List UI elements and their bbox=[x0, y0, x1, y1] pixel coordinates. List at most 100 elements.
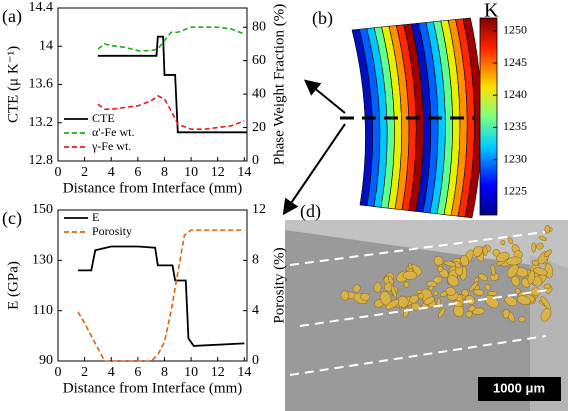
x-axis-label: Distance from Interface (mm) bbox=[63, 180, 243, 196]
y2-axis-label: Phase Weight Fraction (%) bbox=[271, 4, 287, 165]
pore bbox=[544, 225, 551, 234]
pore bbox=[468, 305, 476, 312]
scale-bar bbox=[478, 377, 561, 401]
x-tick-label: 6 bbox=[134, 365, 141, 380]
y2-tick-label: 0 bbox=[252, 353, 259, 368]
scale-bar-label: 1000 μm bbox=[493, 380, 545, 395]
pore bbox=[432, 276, 443, 284]
y-tick-label: 110 bbox=[33, 303, 53, 318]
legend-label: CTE bbox=[92, 111, 115, 125]
y2-tick-label: 8 bbox=[252, 253, 259, 268]
x-tick-label: 6 bbox=[134, 165, 141, 180]
y-tick-label: 13.6 bbox=[29, 77, 54, 92]
panel-label: (b) bbox=[312, 8, 333, 29]
pore bbox=[527, 270, 536, 285]
pore bbox=[397, 296, 409, 308]
colorbar-tick-label: 1230 bbox=[503, 151, 527, 165]
y2-tick-label: 60 bbox=[252, 53, 266, 68]
x-tick-label: 4 bbox=[108, 165, 115, 180]
pore bbox=[461, 289, 469, 297]
x-tick-label: 10 bbox=[184, 165, 198, 180]
chart: 0 2 4 6 8 10 12 14 12.8 13.2 13.6 14 14.4 0 20 40 60 80 Di… bbox=[2, 0, 287, 196]
pore bbox=[340, 290, 349, 301]
pore bbox=[472, 307, 485, 315]
y-tick-label: 12.8 bbox=[29, 153, 54, 168]
y-tick-label: 13.2 bbox=[29, 115, 54, 130]
series-line bbox=[77, 245, 245, 347]
y2-tick-label: 12 bbox=[252, 202, 266, 217]
series-line bbox=[77, 229, 245, 362]
panel-label: (a) bbox=[2, 6, 22, 27]
pore bbox=[417, 293, 424, 300]
pore bbox=[436, 297, 441, 310]
pore bbox=[387, 275, 394, 285]
x-tick-label: 12 bbox=[211, 365, 225, 380]
series-line bbox=[97, 26, 245, 52]
pore bbox=[437, 307, 446, 318]
pore bbox=[478, 273, 489, 282]
pore bbox=[445, 287, 456, 296]
pore bbox=[518, 316, 526, 323]
legend-label: Porosity bbox=[92, 224, 132, 238]
y-tick-label: 130 bbox=[32, 253, 53, 268]
colorbar-tick-label: 1225 bbox=[503, 184, 527, 198]
pore bbox=[500, 240, 506, 245]
y2-tick-label: 80 bbox=[252, 19, 266, 34]
series-line bbox=[97, 94, 245, 131]
pore bbox=[543, 249, 553, 257]
pore bbox=[532, 275, 543, 287]
guide-line bbox=[299, 289, 549, 327]
pore bbox=[437, 265, 444, 273]
pore bbox=[465, 310, 473, 318]
x-tick-label: 12 bbox=[211, 165, 225, 180]
panel-b: (b) K bbox=[282, 0, 499, 219]
x-tick-label: 4 bbox=[108, 365, 115, 380]
y2-tick-label: 20 bbox=[252, 120, 266, 135]
plot-frame bbox=[57, 7, 248, 162]
pore bbox=[473, 289, 485, 296]
x-tick-label: 2 bbox=[81, 165, 88, 180]
pore bbox=[469, 281, 479, 292]
pore bbox=[482, 245, 488, 256]
pore bbox=[460, 254, 470, 267]
pore bbox=[472, 246, 483, 257]
y-axis-label: CTE (μ K⁻¹) bbox=[5, 46, 21, 123]
panel-label: (d) bbox=[300, 201, 321, 222]
pore bbox=[490, 264, 496, 277]
pore bbox=[411, 302, 421, 311]
pore bbox=[403, 281, 410, 288]
pores bbox=[340, 225, 553, 323]
x-tick-label: 14 bbox=[237, 165, 251, 180]
pore bbox=[453, 260, 461, 269]
temperature-map bbox=[351, 17, 483, 219]
pore bbox=[540, 296, 551, 310]
y2-tick-label: 4 bbox=[252, 303, 259, 318]
pore bbox=[543, 283, 551, 290]
guide-line bbox=[289, 335, 547, 376]
pore bbox=[502, 308, 510, 319]
legend-label: γ-Fe wt. bbox=[91, 139, 131, 153]
pore bbox=[536, 242, 544, 250]
x-tick-label: 8 bbox=[161, 165, 168, 180]
pore bbox=[390, 285, 397, 299]
pore bbox=[506, 256, 522, 266]
stripe bbox=[462, 17, 483, 219]
colorbar-title: K bbox=[484, 0, 499, 22]
pore bbox=[515, 288, 521, 295]
x-tick-label: 0 bbox=[55, 165, 62, 180]
colorbar-tick-label: 1240 bbox=[503, 87, 527, 101]
pore bbox=[433, 290, 439, 297]
pore bbox=[453, 300, 464, 308]
pore bbox=[352, 284, 361, 293]
pore bbox=[533, 267, 548, 276]
pore bbox=[360, 292, 370, 301]
pore bbox=[504, 296, 518, 307]
colorbar bbox=[479, 17, 498, 216]
pore bbox=[423, 296, 435, 305]
pore bbox=[484, 283, 491, 291]
guide-line bbox=[289, 231, 546, 266]
y-axis-label: E (GPa) bbox=[5, 261, 21, 310]
pore bbox=[517, 295, 531, 305]
